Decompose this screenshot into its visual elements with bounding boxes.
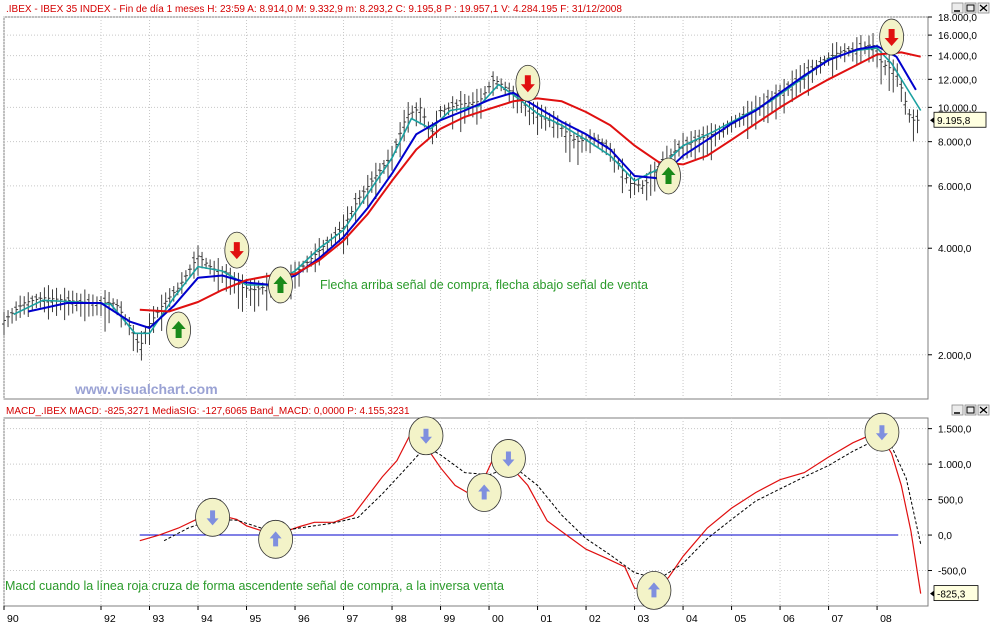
- x-tick-label: 01: [541, 613, 553, 625]
- price-y-tick-label: 8.000,0: [938, 138, 972, 149]
- price-y-tick-label: 18.000,0: [938, 13, 977, 24]
- macd-down-arrow-icon: [875, 425, 888, 441]
- price-y-tick-label: 4.000,0: [938, 244, 972, 255]
- macd-signals: [195, 412, 900, 610]
- macd-y-tick-label: 1.500,0: [938, 425, 972, 436]
- x-tick-label: 07: [832, 613, 844, 625]
- maximize-icon[interactable]: [964, 404, 977, 416]
- x-tick-label: 06: [783, 613, 795, 625]
- price-y-tick-label: 14.000,0: [938, 52, 977, 63]
- price-y-tick-label: 2.000,0: [938, 351, 972, 362]
- macd-up-arrow-icon: [478, 484, 491, 500]
- x-tick-label: 02: [589, 613, 601, 625]
- price-annotation: Flecha arriba señal de compra, flecha ab…: [320, 278, 648, 292]
- buy-arrow-icon: [661, 166, 676, 184]
- x-tick-label: 90: [7, 613, 19, 625]
- sell-arrow-icon: [884, 29, 899, 47]
- macd-down-arrow-icon: [419, 428, 432, 444]
- sell-arrow-icon: [520, 75, 535, 93]
- macd-signal-line: [163, 438, 922, 580]
- x-tick-label: 00: [492, 613, 504, 625]
- macd-last-value-pointer: [930, 590, 934, 597]
- time-x-axis: 90 92 93 94 95 96 97 98 99 00 01 02 03 04 05 06 07 08: [3, 606, 892, 625]
- price-y-tick-label: 16.000,0: [938, 31, 977, 42]
- x-tick-label: 92: [104, 613, 116, 625]
- price-panel-frame: [3, 16, 929, 400]
- buy-arrow-icon: [273, 275, 288, 293]
- minimize-icon[interactable]: [951, 2, 964, 14]
- x-tick-label: 96: [298, 613, 310, 625]
- price-last-value-pointer: [930, 117, 934, 124]
- sell-arrow-icon: [229, 242, 244, 260]
- macd-panel-frame: [3, 417, 929, 607]
- macd-annotation: Macd cuando la línea roja cruza de forma…: [5, 579, 504, 593]
- close-icon[interactable]: [977, 2, 990, 14]
- macd-panel-header: MACD_.IBEX MACD: -825,3271 MediaSIG: -12…: [6, 406, 410, 417]
- price-y-tick-label: 10.000,0: [938, 103, 977, 114]
- price-panel-header: .IBEX - IBEX 35 INDEX - Fin de día 1 mes…: [6, 4, 622, 15]
- x-tick-label: 97: [347, 613, 359, 625]
- macd-down-arrow-icon: [502, 451, 515, 467]
- macd-y-tick-label: 500,0: [938, 496, 963, 507]
- x-tick-label: 04: [686, 613, 698, 625]
- x-tick-label: 08: [880, 613, 892, 625]
- price-last-value-label: 9.195,8: [937, 116, 971, 127]
- macd-window-controls: [951, 404, 990, 416]
- macd-last-value-label: -825,3: [937, 590, 966, 601]
- x-tick-label: 98: [395, 613, 407, 625]
- x-tick-label: 94: [201, 613, 213, 625]
- buy-arrow-icon: [171, 320, 186, 338]
- close-icon[interactable]: [977, 404, 990, 416]
- price-grid: [3, 16, 928, 399]
- price-y-axis: 2.000,0 4.000,0 6.000,0 8.000,0 10.000,0 12.0…: [928, 13, 987, 362]
- mid-ma-line: [28, 45, 917, 329]
- watermark: www.visualchart.com: [74, 381, 218, 397]
- x-tick-label: 05: [735, 613, 747, 625]
- macd-y-tick-label: 1.000,0: [938, 460, 972, 471]
- macd-y-axis: -500,0 0,0 500,0 1.000,0 1.500,0 -825,3: [928, 425, 979, 602]
- macd-up-arrow-icon: [647, 582, 660, 598]
- price-window-controls: [951, 2, 990, 14]
- x-tick-label: 95: [250, 613, 262, 625]
- x-tick-label: 99: [444, 613, 456, 625]
- macd-up-arrow-icon: [269, 531, 282, 547]
- price-y-tick-label: 6.000,0: [938, 182, 972, 193]
- x-tick-label: 93: [153, 613, 165, 625]
- macd-y-tick-label: -500,0: [938, 567, 967, 578]
- price-y-tick-label: 12.000,0: [938, 75, 977, 86]
- price-signals: [166, 18, 905, 349]
- minimize-icon[interactable]: [951, 404, 964, 416]
- macd-down-arrow-icon: [206, 510, 219, 526]
- maximize-icon[interactable]: [964, 2, 977, 14]
- macd-y-tick-label: 0,0: [938, 531, 952, 542]
- x-tick-label: 03: [638, 613, 650, 625]
- macd-grid: [3, 418, 928, 606]
